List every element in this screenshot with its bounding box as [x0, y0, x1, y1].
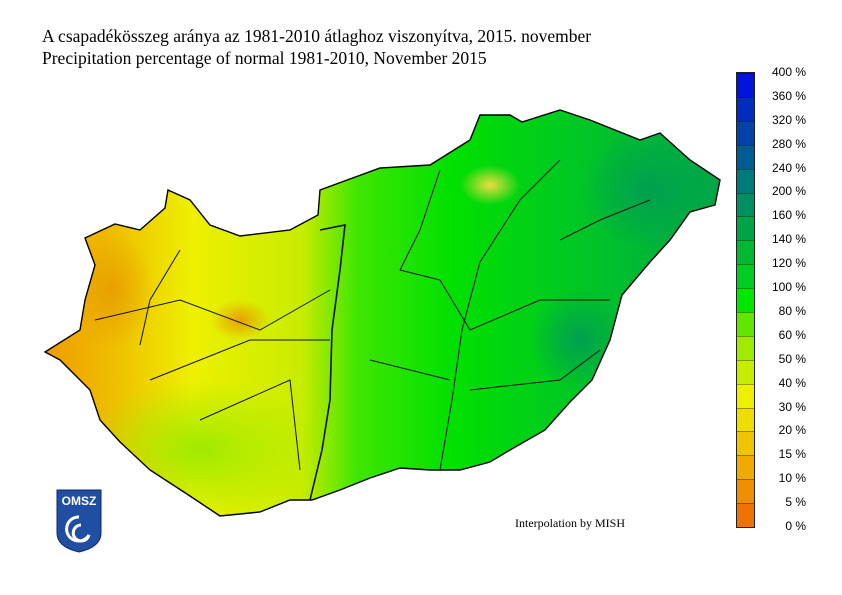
legend-bin [737, 144, 754, 169]
legend-bin [737, 168, 754, 193]
legend-bin [737, 96, 754, 121]
legend-label: 5 % [785, 495, 806, 510]
legend-bin [737, 264, 754, 289]
title-hungarian: A csapadékösszeg aránya az 1981-2010 átl… [42, 26, 592, 46]
legend-bin [737, 455, 754, 480]
svg-text:OMSZ: OMSZ [62, 494, 97, 508]
legend-label: 100 % [771, 280, 806, 295]
legend-label: 120 % [771, 256, 806, 271]
legend-label: 60 % [778, 327, 806, 342]
legend-label: 240 % [771, 160, 806, 175]
legend-label: 400 % [771, 65, 806, 79]
danube-river [309, 224, 346, 501]
legend-bin [737, 383, 754, 408]
credit-text: Interpolation by MISH [515, 516, 625, 530]
legend-label: 200 % [771, 184, 806, 199]
cyclone-icon [65, 515, 91, 543]
legend-label: 20 % [778, 423, 806, 438]
legend-label: 30 % [778, 399, 806, 414]
legend-label: 15 % [778, 447, 806, 462]
precipitation-field [45, 110, 720, 516]
title-english: Precipitation percentage of normal 1981-… [42, 48, 487, 68]
county-borders [94, 159, 651, 501]
legend-label: 360 % [771, 88, 806, 103]
tisza-river [439, 159, 561, 471]
legend-label: 160 % [771, 208, 806, 223]
legend-bin [737, 431, 754, 456]
legend-bin [737, 503, 754, 527]
legend-label: 50 % [778, 351, 806, 366]
legend-bin [737, 216, 754, 241]
legend-label: 280 % [771, 136, 806, 151]
legend-bin [737, 240, 754, 265]
legend-label: 140 % [771, 232, 806, 247]
legend-bin [737, 120, 754, 145]
legend-label: 10 % [778, 471, 806, 486]
legend-bin [737, 479, 754, 504]
legend-label: 320 % [771, 112, 806, 127]
legend-bin [737, 335, 754, 360]
color-legend [736, 72, 755, 528]
legend-label: 0 % [785, 519, 806, 533]
legend-label: 40 % [778, 375, 806, 390]
legend-bin [737, 359, 754, 384]
legend-label: 80 % [778, 303, 806, 318]
legend-bin [737, 192, 754, 217]
legend-bin [737, 407, 754, 432]
omsz-logo: OMSZ [56, 489, 102, 553]
legend-bin [737, 311, 754, 336]
legend-bin [737, 288, 754, 312]
legend-bin [737, 73, 754, 97]
